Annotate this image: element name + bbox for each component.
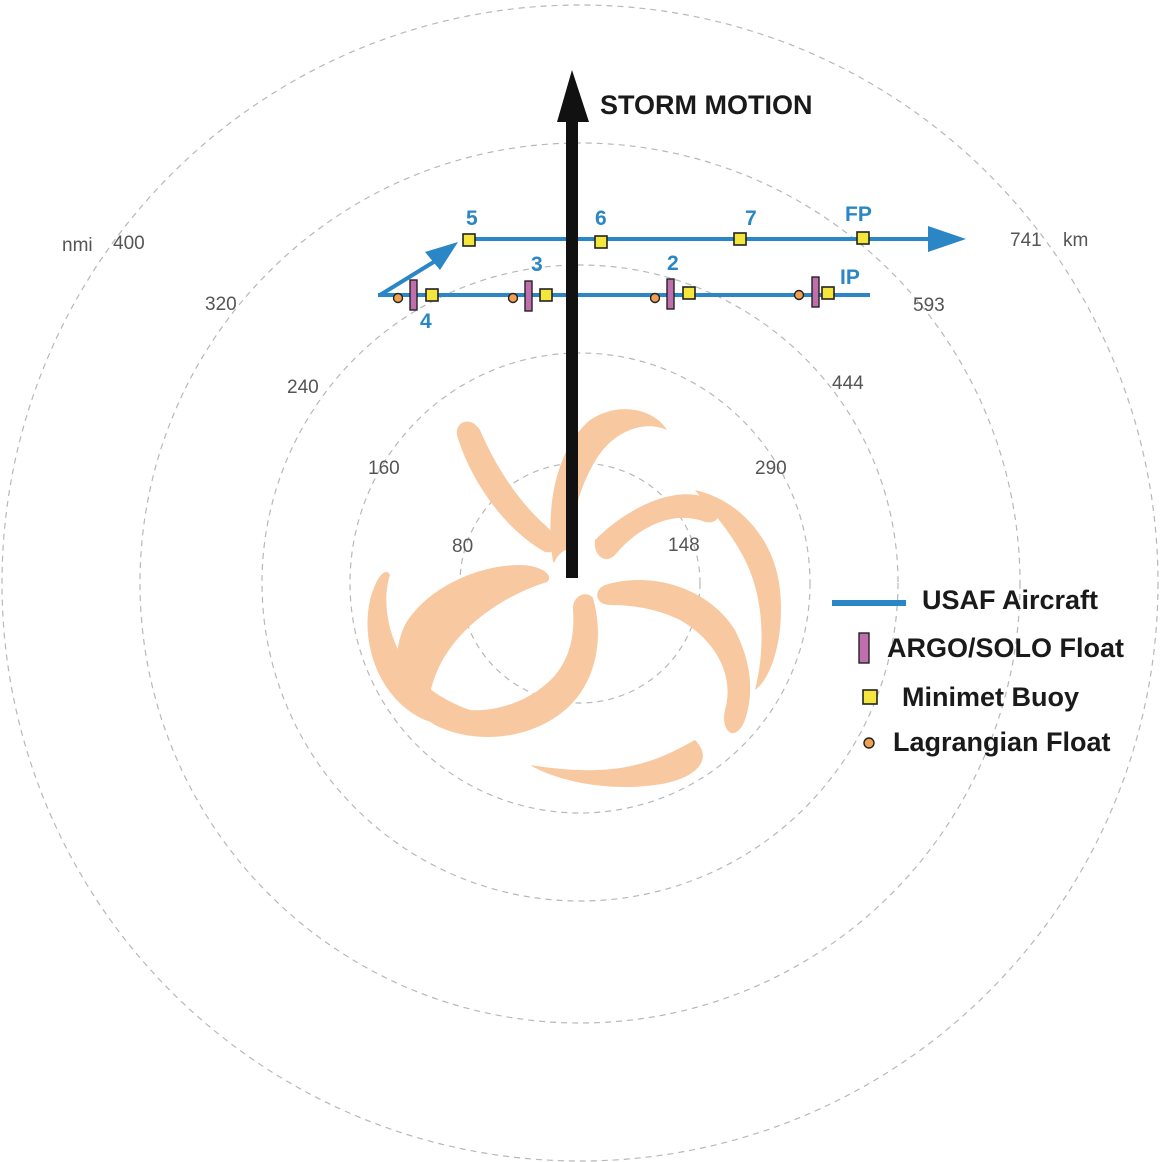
ring-label-km-290: 290 xyxy=(755,458,787,479)
unit-label-km: km xyxy=(1063,230,1088,251)
ring-label-nmi-240: 240 xyxy=(287,377,319,398)
legend-lagrangian-swatch xyxy=(863,737,875,749)
legend: USAF Aircraft ARGO/SOLO Float Minimet Bu… xyxy=(832,585,1124,757)
legend-aircraft-label: USAF Aircraft xyxy=(922,585,1098,615)
storm-motion-arrow-shaft xyxy=(566,115,578,578)
legend-lagrangian-label: Lagrangian Float xyxy=(893,727,1111,757)
minimet-buoy-marker xyxy=(539,288,553,302)
storm-arm-north xyxy=(550,409,667,563)
lagrangian-float-marker xyxy=(649,292,661,304)
storm-arm-northwest xyxy=(456,421,557,553)
range-ring-5 xyxy=(1,4,1159,1162)
ring-label-nmi-320: 320 xyxy=(205,294,237,315)
storm-arm-southwest-band xyxy=(367,571,525,730)
ring-label-km-593: 593 xyxy=(913,295,945,316)
station-label-ip: IP xyxy=(840,266,860,289)
storm-arm-east xyxy=(597,580,751,734)
station-labels: 4 3 2 IP 5 6 7 FP xyxy=(420,203,872,333)
range-ring-3 xyxy=(261,264,899,902)
legend-buoy-swatch xyxy=(862,689,878,705)
minimet-buoy-marker xyxy=(821,286,835,300)
station-label-7: 7 xyxy=(745,207,757,230)
argo-float-marker xyxy=(409,279,418,311)
legend-argo-label: ARGO/SOLO Float xyxy=(887,633,1124,663)
ring-label-km-444: 444 xyxy=(832,373,864,394)
lagrangian-float-marker xyxy=(507,292,519,304)
storm-arm-east-band xyxy=(695,490,781,690)
minimet-buoy-marker xyxy=(462,233,476,247)
storm-arm-southeast-band xyxy=(530,740,703,788)
station-label-2: 2 xyxy=(667,252,679,275)
legend-buoy-label: Minimet Buoy xyxy=(902,682,1079,712)
argo-float-marker xyxy=(811,276,820,308)
unit-label-nmi: nmi xyxy=(62,235,93,256)
ring-label-km-741: 741 xyxy=(1010,230,1042,251)
lagrangian-float-marker xyxy=(793,289,805,301)
hurricane-spiral xyxy=(367,409,781,788)
range-rings xyxy=(1,4,1159,1162)
argo-float-marker xyxy=(524,280,533,312)
lower-track-instruments xyxy=(392,276,835,312)
upper-track-instruments xyxy=(462,231,870,249)
storm-motion-label: STORM MOTION xyxy=(600,90,813,120)
station-label-fp: FP xyxy=(845,203,872,226)
station-label-3: 3 xyxy=(531,253,543,276)
legend-argo-swatch xyxy=(858,632,870,664)
station-label-6: 6 xyxy=(595,207,607,230)
range-ring-4 xyxy=(139,142,1021,1024)
minimet-buoy-marker xyxy=(733,232,747,246)
storm-arm-south xyxy=(418,594,598,737)
minimet-buoy-marker xyxy=(594,235,608,249)
ring-label-nmi-80: 80 xyxy=(452,536,473,557)
ring-label-nmi-400: 400 xyxy=(113,233,145,254)
storm-motion-arrow xyxy=(557,70,589,578)
minimet-buoy-marker xyxy=(682,286,696,300)
storm-arm-west xyxy=(396,565,550,713)
argo-float-marker xyxy=(666,278,675,310)
station-label-5: 5 xyxy=(466,207,478,230)
aircraft-track-connector-arrowhead xyxy=(425,242,458,270)
storm-motion-arrow-head xyxy=(557,70,589,122)
minimet-buoy-marker xyxy=(856,231,870,245)
station-label-4: 4 xyxy=(420,310,432,333)
ring-label-km-148: 148 xyxy=(668,535,700,556)
aircraft-track-upper-arrowhead xyxy=(928,226,966,252)
minimet-buoy-marker xyxy=(425,288,439,302)
lagrangian-float-marker xyxy=(392,292,404,304)
range-ring-2 xyxy=(349,352,811,814)
storm-arm-northeast xyxy=(594,494,720,560)
ring-label-nmi-160: 160 xyxy=(368,458,400,479)
ring-labels: 80 148 160 290 240 444 320 593 400 741 n… xyxy=(62,230,1088,557)
